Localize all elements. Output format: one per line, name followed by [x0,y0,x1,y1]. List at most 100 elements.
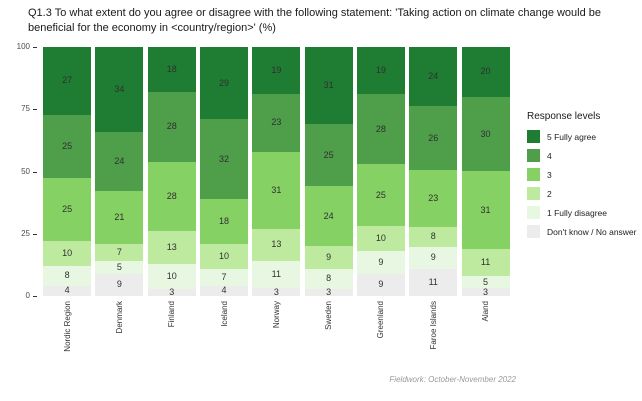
x-axis-label-cell: Sweden [303,301,355,373]
bar-segment: 23 [409,170,458,227]
legend-item: 2 [527,187,637,200]
x-axis-label: Sweden [324,301,334,330]
x-axis-label-cell: Aland [459,301,511,373]
bar-segment-value: 10 [219,250,230,261]
bar-segment-value: 11 [428,276,438,287]
stacked-bar-faroe-islands: 24 26 23 8 9 11 [409,47,458,296]
bar-segment-value: 25 [323,149,334,160]
bar-segment: 10 [147,263,196,289]
bar-segment: 25 [43,177,92,241]
bar-segment: 10 [200,243,249,269]
bar-segment: 24 [95,131,144,192]
legend-swatch [527,187,540,200]
legend-item: 5 Fully agree [527,130,637,143]
y-axis-tick-label: 100 [16,42,30,51]
bar-segment-value: 13 [166,241,177,252]
bar-segment: 10 [43,240,92,266]
bar-segment-value: 19 [271,65,282,76]
x-axis-label: Iceland [219,301,229,327]
bar-segment-value: 24 [323,210,334,221]
bar-segment-value: 30 [480,128,491,139]
legend-title: Response levels [527,111,601,122]
bar-segment: 27 [43,47,92,115]
bar-segment-value: 9 [326,251,332,262]
x-axis-label: Greenland [376,301,386,339]
y-axis-tick-mark [33,233,37,235]
bar-segment-value: 5 [116,261,122,272]
bar-segment-value: 24 [114,156,125,167]
bar-segment: 25 [43,114,92,178]
bar-segment: 5 [461,276,510,289]
bar-segment: 29 [200,47,249,120]
bar-segment-value: 29 [219,77,230,88]
bar-segment: 28 [147,91,196,162]
x-axis-label: Finland [167,301,177,328]
stacked-bar-norway: 19 23 31 13 11 3 [252,47,301,297]
bar-segment-value: 8 [64,270,70,281]
bar-segment: 9 [356,273,405,296]
bar-segment-value: 10 [375,233,386,244]
x-axis-label: Norway [271,301,281,329]
bar-segment-value: 18 [166,63,177,74]
bar-segment-value: 3 [483,286,489,297]
legend-label: 3 [547,169,552,180]
legend-label: Don't know / No answer [547,226,637,237]
bar-segment: 31 [304,47,353,125]
bar-segment-value: 28 [166,190,177,201]
bar-segment: 9 [409,246,458,269]
chart-title: Q1.3 To what extent do you agree or disa… [28,7,602,34]
stacked-bar-finland: 18 28 28 13 10 3 [147,47,196,297]
stacked-bar-sweden: 31 25 24 9 8 3 [304,47,353,296]
bar-segment-value: 25 [375,189,386,200]
bar-segment: 23 [252,94,301,152]
bar-segment-value: 31 [323,80,334,91]
bar-segment: 13 [147,231,196,264]
bar-segment-value: 10 [62,247,73,258]
bar-segment-value: 7 [116,246,122,257]
legend-items: 5 Fully agree 4 3 2 1 Fully disagree Don't kn… [527,130,637,238]
bar-segment: 9 [356,251,405,274]
bar-segment: 20 [461,47,510,97]
bar-segment-value: 9 [430,252,436,263]
legend-label: 5 Fully agree [547,131,597,142]
bar-segment-value: 3 [169,286,175,297]
bar-segment-value: 4 [221,285,227,296]
bar-segment-value: 23 [428,193,439,204]
bar-segment: 8 [43,265,92,286]
bar-segment: 28 [356,94,405,165]
bar-segment: 31 [252,151,301,229]
bar-segment-value: 20 [480,66,491,77]
bar-segment: 24 [304,186,353,247]
bar-segment: 31 [461,171,510,249]
bar-segment-value: 26 [428,132,439,143]
bar-segment: 3 [304,287,353,296]
bar-segment-value: 4 [64,285,70,296]
x-axis-label-cell: Norway [250,301,302,373]
bar-segment: 7 [95,243,144,262]
x-axis-label: Aland [481,301,491,322]
bar-segment: 19 [356,47,405,95]
bar-segment-value: 7 [221,271,227,282]
bar-segment: 25 [356,164,405,227]
bar-segment: 26 [409,106,458,171]
bar-segment-value: 8 [326,273,332,284]
bar-segment: 4 [200,285,249,296]
stacked-bar-iceland: 29 32 18 10 7 4 [200,47,249,296]
bar-segment: 5 [95,261,144,274]
x-axis-label-cell: Denmark [93,301,145,373]
bar-segment-value: 24 [428,71,439,82]
y-axis-tick-label: 0 [25,291,30,300]
bar-segment: 3 [252,286,301,297]
bar-segment-value: 10 [166,270,177,281]
bar-segment-value: 19 [375,65,386,76]
bar-segment: 24 [409,47,458,107]
stacked-bar-greenland: 19 28 25 10 9 9 [356,47,405,296]
bar-segment-value: 3 [273,286,279,297]
bar-segment-value: 13 [271,239,282,250]
bar-segment-value: 18 [219,215,230,226]
legend-swatch [527,168,540,181]
bar-segment-value: 9 [378,279,384,290]
bar-segment: 30 [461,96,510,172]
bar-segment: 3 [147,286,196,297]
bar-segment-value: 25 [62,140,73,151]
